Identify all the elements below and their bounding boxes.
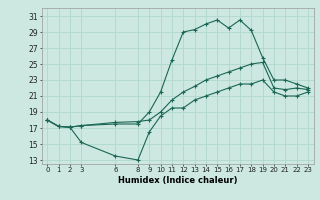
X-axis label: Humidex (Indice chaleur): Humidex (Indice chaleur) — [118, 176, 237, 185]
